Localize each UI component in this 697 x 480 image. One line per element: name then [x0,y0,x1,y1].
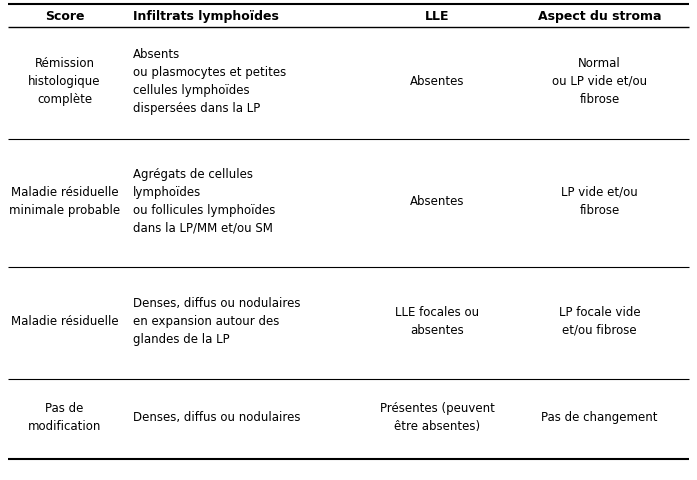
Text: minimale probable: minimale probable [9,204,120,216]
Text: glandes de la LP: glandes de la LP [133,332,229,345]
Text: en expansion autour des: en expansion autour des [133,314,279,327]
Text: LLE focales ou: LLE focales ou [395,305,480,318]
Text: Score: Score [45,10,84,23]
Text: Denses, diffus ou nodulaires: Denses, diffus ou nodulaires [133,296,300,309]
Text: fibrose: fibrose [579,93,620,106]
Text: Rémission: Rémission [34,57,95,70]
Text: Infiltrats lymphoïdes: Infiltrats lymphoïdes [133,10,279,23]
Text: dispersées dans la LP: dispersées dans la LP [133,102,260,115]
Text: dans la LP/MM et/ou SM: dans la LP/MM et/ou SM [133,222,273,235]
Text: Denses, diffus ou nodulaires: Denses, diffus ou nodulaires [133,410,300,423]
Text: Maladie résiduelle: Maladie résiduelle [10,186,118,199]
Text: ou LP vide et/ou: ou LP vide et/ou [552,75,647,88]
Text: fibrose: fibrose [579,204,620,216]
Text: Pas de: Pas de [45,401,84,414]
Text: Maladie résiduelle: Maladie résiduelle [10,314,118,327]
Text: LLE: LLE [425,10,450,23]
Text: histologique: histologique [28,75,101,88]
Text: ou plasmocytes et petites: ou plasmocytes et petites [133,66,286,79]
Text: Présentes (peuvent: Présentes (peuvent [380,401,495,414]
Text: Aspect du stroma: Aspect du stroma [537,10,661,23]
Text: LP vide et/ou: LP vide et/ou [561,186,638,199]
Text: Normal: Normal [578,57,621,70]
Text: complète: complète [37,93,92,106]
Text: absentes: absentes [411,324,464,336]
Text: être absentes): être absentes) [395,419,480,432]
Text: lymphoïdes: lymphoïdes [133,186,201,199]
Text: LP focale vide: LP focale vide [558,305,641,318]
Text: ou follicules lymphoïdes: ou follicules lymphoïdes [133,204,275,216]
Text: Absentes: Absentes [410,75,465,88]
Text: Agrégats de cellules: Agrégats de cellules [133,168,253,180]
Text: et/ou fibrose: et/ou fibrose [562,324,637,336]
Text: Pas de changement: Pas de changement [541,410,658,423]
Text: Absents: Absents [133,48,181,61]
Text: Absentes: Absentes [410,194,465,207]
Text: cellules lymphoïdes: cellules lymphoïdes [133,84,250,97]
Text: modification: modification [28,419,101,432]
